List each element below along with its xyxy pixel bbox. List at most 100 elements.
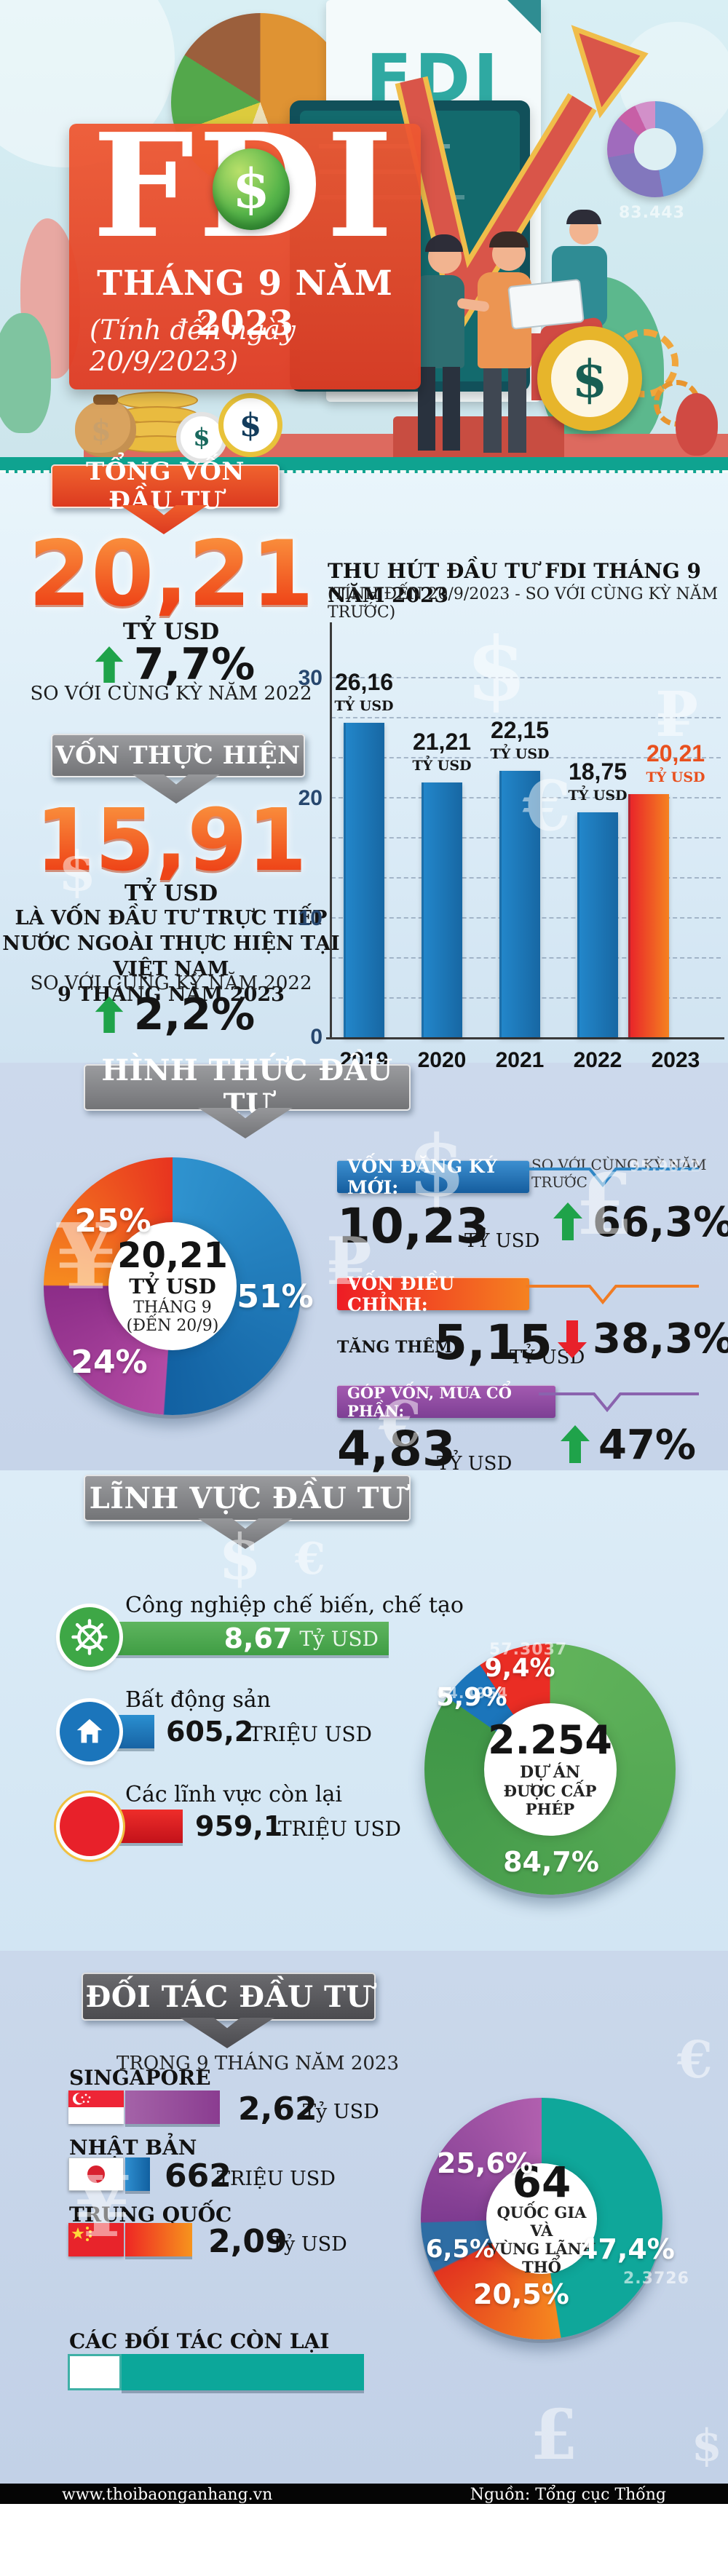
equity-value: 4,83 [337,1421,456,1477]
gridline [331,677,721,678]
partner-unit: Tỷ USD [303,2101,379,2123]
sector-label-real-estate: Bất động sản [125,1687,271,1713]
x-label-2022: 2022 [573,1048,622,1072]
bar-unit-2021: TỶ USD [490,746,550,762]
chart-title: THU HÚT ĐẦU TƯ FDI THÁNG 9 NĂM 2023 [328,559,702,607]
change-percent: 7,7% [133,639,256,690]
tag-label: VỐN ĐĂNG KÝ MỚI: [347,1156,497,1198]
donut-center: 64 QUỐC GIA VÀ VÙNG LÃNH THỔ [486,2161,597,2276]
donut-center-unit: TỶ USD [129,1274,216,1299]
total-capital-change: 7,7% [80,643,269,686]
footer-website: www.thoibaonganhang.vn [62,2486,273,2504]
decor-plant [0,313,51,433]
decor-plant [676,393,718,456]
countries-line3: VÙNG LÃNH [487,2240,596,2258]
slice-label-9-4: 9,4% [484,1654,555,1683]
up-arrow-icon [95,646,124,683]
bar-value-2021: 22,15 [490,717,550,743]
change-percent: 2,2% [133,989,256,1040]
house-glyph [76,1719,103,1743]
decor-folded-corner [507,0,541,33]
donut-center-value: 20,21 [117,1235,228,1276]
investment-form-donut: 20,21 TỶ USD THÁNG 9 (ĐẾN 20/9) [44,1157,301,1415]
decor-donut-hole [634,128,676,170]
coin-dollar-glyph: $ [551,340,628,417]
desc-line2: NƯỚC NGOÀI THỰC HIỆN TẠI VIỆT NAM [2,932,340,981]
y-axis [330,622,332,1039]
china-flag-icon [68,2223,124,2256]
implemented-capital-change: 2,2% [80,989,269,1040]
total-capital-value: 20,21 [18,529,324,619]
sector-bar-real-estate [114,1715,154,1748]
up-arrow-icon [561,1425,590,1463]
banner-label: ĐỐI TÁC ĐẦU TƯ [85,1979,372,2014]
bar-2022 [577,812,618,1037]
x-label-2023: 2023 [651,1048,700,1072]
partner-name-japan: NHẬT BẢN [69,2136,197,2160]
bar-unit-2020: TỶ USD [412,758,472,774]
gridline [331,717,721,718]
slice-label-20-5: 20,5% [473,2278,569,2310]
donut-center-line4: (ĐẾN 20/9) [126,1316,219,1335]
sector-value: 959,1 [195,1810,283,1842]
bar-value-2022: 18,75 [568,758,628,785]
singapore-flag-icon [68,2090,124,2124]
equity-change: 47% [598,1422,697,1469]
footer-bar [0,2484,728,2504]
new-registered-change: 66,3% [593,1199,728,1246]
slice-label-25: 25% [74,1202,151,1240]
adjusted-change: 38,3% [593,1315,728,1363]
bar-2023-highlight [628,794,669,1037]
y-tick-0: 0 [310,1025,323,1049]
adjusted-prefix: TĂNG THÊM [337,1338,453,1357]
tag-von-dieu-chinh: VỐN ĐIỀU CHỈNH: [337,1273,529,1315]
partner-box-others [68,2354,122,2390]
bar-value-2020: 21,21 [412,729,472,755]
partner-value: 662 [165,2157,232,2195]
chart-subtitle: (TÍNH ĐẾN 20/9/2023 - SO VỚI CÙNG KỲ NĂM… [328,585,719,622]
badge-letter-i: I [326,103,397,270]
gear-glyph [71,1619,108,1655]
bar-unit-2019: TỶ USD [334,698,394,714]
bar-value-2019: 26,16 [334,669,394,695]
countries-line4: THỔ [522,2258,561,2276]
partner-name-china: TRUNG QUỐC [69,2203,232,2227]
sector-unit: TRIỆU USD [278,1817,401,1841]
x-axis [326,1037,724,1039]
partner-name-others: CÁC ĐỐI TÁC CÒN LẠI [69,2329,330,2353]
down-arrow-icon [558,1320,587,1358]
bar-2021 [499,771,540,1037]
badge-date-note: (Tính đến ngày 20/9/2023) [90,314,296,377]
compare-note: SO VỚI CÙNG KỲ NĂM 2022 [30,683,312,705]
bar-unit-2022: TỶ USD [568,788,628,804]
up-arrow-icon [95,996,124,1033]
decor-person-leg [483,368,502,453]
equity-unit: TỶ USD [437,1453,513,1475]
slice-label-25-6: 25,6% [437,2147,533,2179]
section-banner-doi-tac-dau-tu: ĐỐI TÁC ĐẦU TƯ [82,1973,376,2021]
section-banner-linh-vuc-dau-tu: LĨNH VỰC ĐẦU TƯ [84,1475,411,1521]
bar-unit-2023: TỶ USD [646,769,705,785]
sector-label-others: Các lĩnh vực còn lại [125,1782,342,1807]
desc-line3: 9 THÁNG NĂM 2023 [58,983,285,1007]
bar-2020 [422,782,462,1037]
up-arrow-icon [553,1202,582,1240]
decor-person-leg [508,368,526,453]
licensed-projects-donut: 2.254 DỰ ÁN ĐƯỢC CẤP PHÉP [424,1644,676,1895]
sector-unit: TRIỆU USD [249,1722,372,1746]
sector-bar-others [114,1810,183,1843]
partner-unit: Tỷ USD [271,2233,347,2256]
implemented-capital-desc: LÀ VỐN ĐẦU TƯ TRỰC TIẾP NƯỚC NGOÀI THỰC … [0,905,342,1007]
slice-label-84-7: 84,7% [503,1846,599,1878]
y-tick-20: 20 [298,786,323,810]
section-banner-tong-von-dau-tu: TỔNG VỐN ĐẦU TƯ [51,457,280,515]
banner-label: VỐN THỰC HIỆN [55,741,301,770]
banner-label: HÌNH THỨC ĐẦU TƯ [101,1053,393,1122]
donut-center: 20,21 TỶ USD THÁNG 9 (ĐẾN 20/9) [108,1222,237,1350]
partner-bar-others [122,2354,364,2390]
decor-dollar-coin: $ [537,326,642,431]
x-label-2021: 2021 [495,1048,545,1072]
new-registered-unit: TỶ USD [464,1230,540,1252]
sector-bar-manufacturing: 8,67 Tỷ USD [114,1622,389,1655]
projects-line3: ĐƯỢC CẤP PHÉP [503,1781,597,1818]
